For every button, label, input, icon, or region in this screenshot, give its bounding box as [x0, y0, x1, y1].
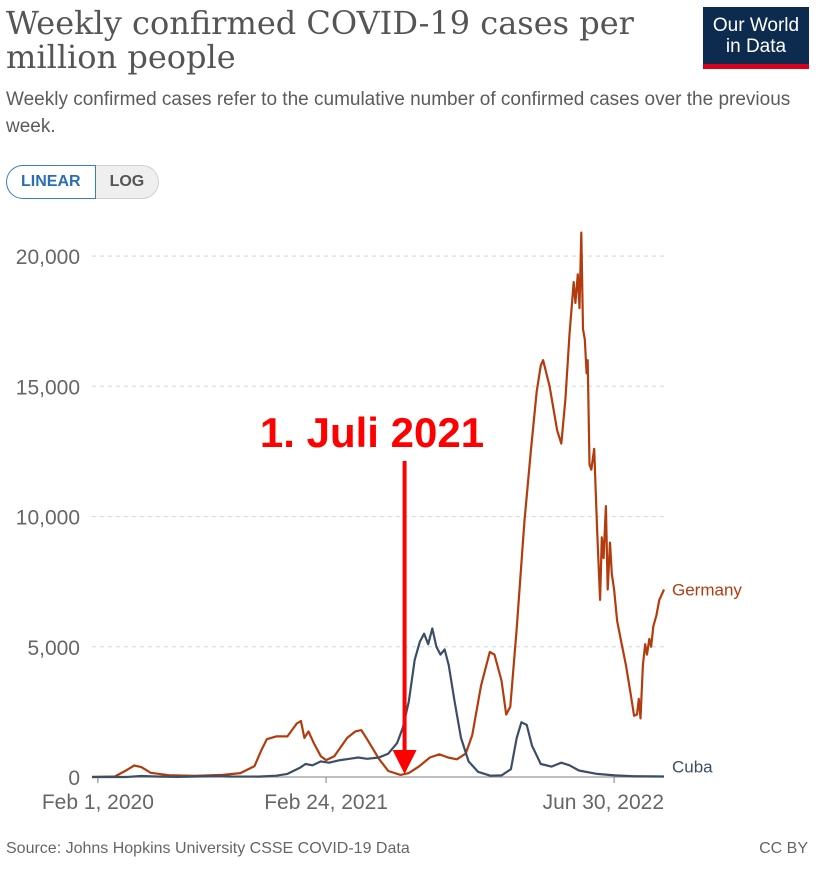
source-note[interactable]: Source: Johns Hopkins University CSSE CO…	[6, 840, 410, 857]
scale-toggle: LINEAR LOG	[6, 165, 160, 199]
chart-subtitle: Weekly confirmed cases refer to the cumu…	[6, 89, 791, 137]
x-tick-label: Feb 1, 2020	[42, 791, 154, 814]
license-note[interactable]: CC BY	[759, 840, 808, 857]
y-tick-label: 0	[68, 767, 80, 790]
owid-logo[interactable]: Our World in Data	[703, 7, 809, 69]
y-tick-label: 20,000	[16, 246, 80, 269]
x-tick-label: Feb 24, 2021	[264, 791, 388, 814]
logo-line-1: Our World	[712, 15, 800, 36]
y-tick-label: 15,000	[16, 376, 80, 399]
annotation-label: 1. Juli 2021	[260, 409, 484, 456]
chart-title: Weekly confirmed COVID-19 cases per mill…	[6, 4, 634, 76]
series-label-germany: Germany	[672, 580, 742, 599]
y-tick-label: 5,000	[27, 637, 80, 660]
linear-scale-button[interactable]: LINEAR	[6, 165, 96, 199]
series-label-cuba: Cuba	[672, 757, 713, 776]
x-tick-label: Jun 30, 2022	[543, 791, 664, 814]
log-scale-button[interactable]: LOG	[95, 165, 160, 199]
series-line-germany	[91, 231, 666, 779]
y-tick-label: 10,000	[16, 507, 80, 530]
logo-line-2: in Data	[725, 36, 787, 57]
annotation-arrow-head	[392, 750, 417, 774]
series-line-cuba	[92, 627, 665, 779]
